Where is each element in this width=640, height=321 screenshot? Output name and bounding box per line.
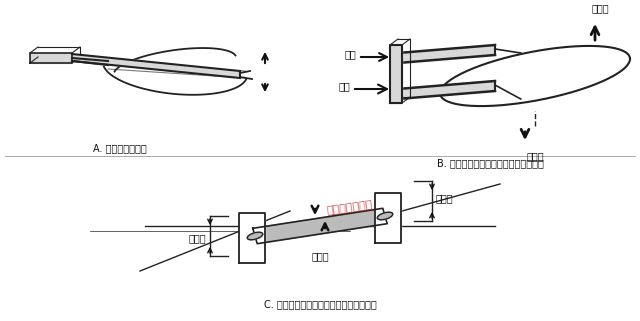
Polygon shape (390, 45, 402, 103)
Polygon shape (72, 54, 240, 78)
Polygon shape (398, 81, 495, 99)
Text: 流量: 流量 (344, 49, 356, 59)
Text: A. 振动中的传感管: A. 振动中的传感管 (93, 143, 147, 153)
Polygon shape (253, 208, 387, 244)
Text: 江苏华云流量计: 江苏华云流量计 (326, 200, 374, 216)
Polygon shape (398, 45, 495, 63)
Text: 流体力: 流体力 (591, 3, 609, 13)
Polygon shape (239, 213, 265, 263)
Polygon shape (375, 193, 401, 243)
Ellipse shape (247, 232, 263, 240)
Text: 流量: 流量 (339, 81, 350, 91)
Polygon shape (30, 53, 72, 63)
Ellipse shape (377, 212, 393, 220)
Text: 扭转角: 扭转角 (436, 193, 454, 203)
Text: 流体力: 流体力 (526, 151, 544, 161)
Text: 驱动力: 驱动力 (311, 251, 329, 261)
Text: C. 表示力偶及管子扭曲的传感器端面视图: C. 表示力偶及管子扭曲的传感器端面视图 (264, 299, 376, 309)
Text: 扭转角: 扭转角 (188, 233, 206, 243)
Text: B. 向上运动时在一根传感管上的作用力: B. 向上运动时在一根传感管上的作用力 (436, 158, 543, 168)
